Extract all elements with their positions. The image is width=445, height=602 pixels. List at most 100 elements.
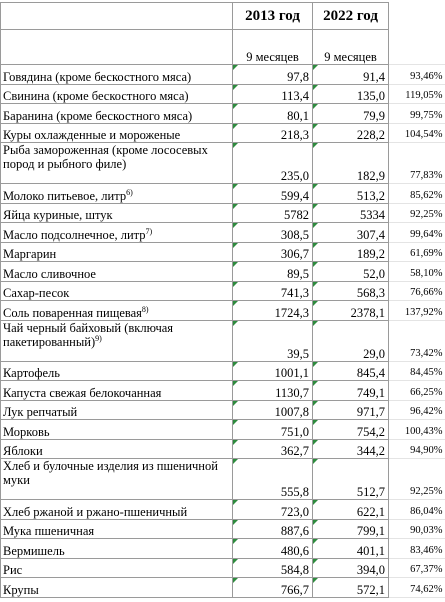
product-name: Хлеб и булочные изделия из пшеничной мук…	[3, 459, 218, 487]
year-header: 2022 год	[313, 3, 389, 30]
footnote-mark: 8)	[142, 304, 149, 313]
value-2022: 845,4	[313, 361, 389, 381]
product-cell: Капуста свежая белокочанная	[1, 381, 233, 401]
value-2013: 584,8	[233, 558, 313, 578]
value-2013: 80,1	[233, 104, 313, 124]
ratio: 86,04%	[389, 500, 445, 520]
table-row: Хлеб и булочные изделия из пшеничной мук…	[1, 459, 445, 500]
product-name: Молоко питьевое, литр	[3, 189, 126, 203]
ratio: 104,54%	[389, 123, 445, 143]
value-2022: 749,1	[313, 381, 389, 401]
product-cell: Яблоки	[1, 439, 233, 459]
value-2022: 5334	[313, 203, 389, 223]
product-cell: Масло подсолнечное, литр7)	[1, 223, 233, 243]
ratio: 66,25%	[389, 381, 445, 401]
value-2013: 362,7	[233, 439, 313, 459]
product-name: Рыба замороженная (кроме лососевых пород…	[3, 143, 208, 171]
value-2022: 79,9	[313, 104, 389, 124]
ratio: 74,62%	[389, 578, 445, 598]
ratio: 85,62%	[389, 184, 445, 204]
product-cell: Масло сливочное	[1, 262, 233, 282]
value-2013: 751,0	[233, 420, 313, 440]
ratio: 96,42%	[389, 400, 445, 420]
product-cell: Морковь	[1, 420, 233, 440]
ratio: 84,45%	[389, 361, 445, 381]
product-name: Капуста свежая белокочанная	[3, 386, 161, 400]
header-cell	[1, 30, 233, 65]
product-name: Хлеб ржаной и ржано-пшеничный	[3, 505, 187, 519]
product-name: Баранина (кроме бескостного мяса)	[3, 109, 192, 123]
value-2013: 39,5	[233, 320, 313, 361]
ratio: 92,25%	[389, 203, 445, 223]
value-2013: 555,8	[233, 459, 313, 500]
value-2013: 887,6	[233, 519, 313, 539]
value-2022: 189,2	[313, 242, 389, 262]
header-row: 9 месяцев 9 месяцев	[1, 30, 445, 65]
product-name: Яблоки	[3, 444, 43, 458]
product-cell: Рыба замороженная (кроме лососевых пород…	[1, 143, 233, 184]
value-2022: 401,1	[313, 539, 389, 559]
value-2013: 766,7	[233, 578, 313, 598]
value-2013: 1130,7	[233, 381, 313, 401]
product-name: Масло сливочное	[3, 267, 96, 281]
value-2013: 741,3	[233, 281, 313, 301]
product-name: Маргарин	[3, 247, 56, 261]
product-name: Картофель	[3, 366, 60, 380]
footnote-mark: 6)	[126, 187, 133, 196]
product-cell: Сахар-песок	[1, 281, 233, 301]
product-name: Рис	[3, 563, 22, 577]
product-cell: Лук репчатый	[1, 400, 233, 420]
value-2022: 754,2	[313, 420, 389, 440]
value-2013: 480,6	[233, 539, 313, 559]
value-2013: 306,7	[233, 242, 313, 262]
ratio: 119,05%	[389, 84, 445, 104]
ratio: 67,37%	[389, 558, 445, 578]
product-cell: Баранина (кроме бескостного мяса)	[1, 104, 233, 124]
value-2013: 97,8	[233, 65, 313, 85]
ratio: 61,69%	[389, 242, 445, 262]
ratio: 94,90%	[389, 439, 445, 459]
ratio: 137,92%	[389, 301, 445, 321]
ratio: 90,03%	[389, 519, 445, 539]
product-cell: Рис	[1, 558, 233, 578]
ratio: 100,43%	[389, 420, 445, 440]
product-name: Куры охлажденные и мороженые	[3, 128, 180, 142]
value-2022: 799,1	[313, 519, 389, 539]
product-name: Говядина (кроме бескостного мяса)	[3, 70, 191, 84]
product-cell: Хлеб ржаной и ржано-пшеничный	[1, 500, 233, 520]
product-cell: Куры охлажденные и мороженые	[1, 123, 233, 143]
product-name: Мука пшеничная	[3, 524, 94, 538]
value-2022: 307,4	[313, 223, 389, 243]
value-2022: 182,9	[313, 143, 389, 184]
ratio: 99,75%	[389, 104, 445, 124]
table-row: Рыба замороженная (кроме лососевых пород…	[1, 143, 445, 184]
value-2013: 308,5	[233, 223, 313, 243]
product-cell: Хлеб и булочные изделия из пшеничной мук…	[1, 459, 233, 500]
value-2022: 394,0	[313, 558, 389, 578]
value-2022: 971,7	[313, 400, 389, 420]
value-2022: 622,1	[313, 500, 389, 520]
product-name: Крупы	[3, 583, 39, 597]
ratio: 77,83%	[389, 143, 445, 184]
value-2013: 235,0	[233, 143, 313, 184]
value-2022: 135,0	[313, 84, 389, 104]
product-name: Сахар-песок	[3, 286, 69, 300]
footnote-mark: 7)	[146, 226, 153, 235]
product-cell: Вермишель	[1, 539, 233, 559]
value-2022: 228,2	[313, 123, 389, 143]
value-2013: 218,3	[233, 123, 313, 143]
value-2022: 513,2	[313, 184, 389, 204]
product-name: Масло подсолнечное, литр	[3, 228, 146, 242]
product-name: Чай черный байховый (включая пакетирован…	[3, 321, 173, 349]
product-name: Свинина (кроме бескостного мяса)	[3, 89, 189, 103]
